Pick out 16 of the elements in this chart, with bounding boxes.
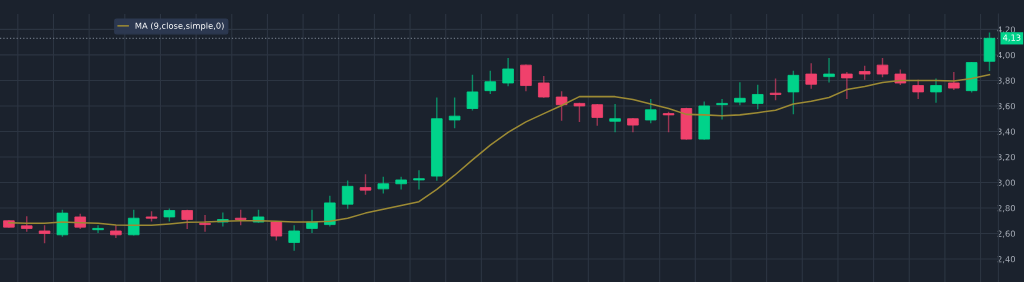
y-tick-label: 2,40 xyxy=(997,256,1016,264)
y-tick-label: 3,80 xyxy=(997,77,1016,85)
candlestick xyxy=(413,170,425,190)
y-tick-label: 2,60 xyxy=(997,230,1016,238)
legend-label: MA (9,close,simple,0) xyxy=(135,22,224,31)
candlestick xyxy=(199,214,211,232)
ref-line-label: 4,13 xyxy=(1002,34,1021,42)
candlestick xyxy=(395,176,407,190)
y-tick-label: 3,20 xyxy=(997,153,1016,162)
y-tick-label: 3,00 xyxy=(997,179,1016,187)
y-tick-label: 3,60 xyxy=(997,102,1016,111)
y-tick-label: 4,00 xyxy=(997,51,1016,60)
y-tick-label: 4,20 xyxy=(997,26,1016,34)
candlestick xyxy=(92,225,104,233)
y-tick-label: 2,80 xyxy=(997,204,1016,213)
y-tick-label: 3,40 xyxy=(997,128,1016,136)
